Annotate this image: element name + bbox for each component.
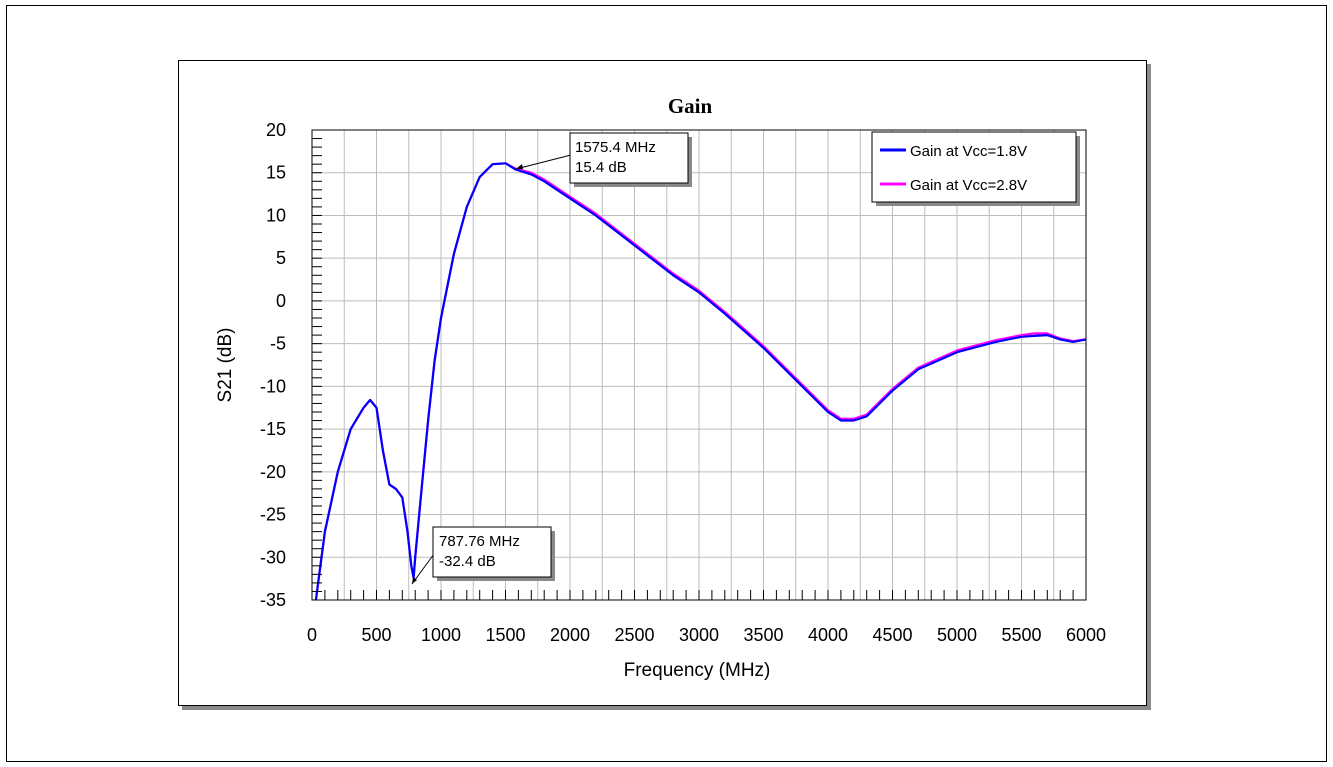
legend-label-1.8v: Gain at Vcc=1.8V xyxy=(910,143,1027,160)
annotation-notch-line2: -32.4 dB xyxy=(439,553,496,570)
y-tick-label: -15 xyxy=(260,419,286,439)
x-tick-label: 2500 xyxy=(614,625,654,645)
y-tick-label: -30 xyxy=(260,547,286,567)
y-tick-label: 20 xyxy=(266,120,286,140)
x-tick-label: 2000 xyxy=(550,625,590,645)
legend: Gain at Vcc=1.8V Gain at Vcc=2.8V xyxy=(871,131,1080,206)
annotation-box-peak xyxy=(569,132,689,184)
legend-label-2.8v: Gain at Vcc=2.8V xyxy=(910,177,1027,194)
y-tick-label: 5 xyxy=(276,248,286,268)
y-tick-label: -35 xyxy=(260,590,286,610)
annotation-layer: 1575.4 MHz 15.4 dB 787.76 MHz -32.4 dB xyxy=(411,132,692,585)
x-tick-label: 1500 xyxy=(485,625,525,645)
series-layer xyxy=(314,162,1087,601)
annotation-arrow-peak xyxy=(516,164,523,169)
x-tick-label: 5500 xyxy=(1001,625,1041,645)
x-tick-label: 4500 xyxy=(872,625,912,645)
x-tick-label: 1000 xyxy=(421,625,461,645)
y-tick-label: -20 xyxy=(260,462,286,482)
annotation-peak-line2: 15.4 dB xyxy=(575,159,627,176)
outer-frame xyxy=(6,5,1327,762)
x-tick-label: 500 xyxy=(361,625,391,645)
annotation-arrow-notch xyxy=(412,577,417,584)
x-tick-label: 3500 xyxy=(743,625,783,645)
y-tick-label: 15 xyxy=(266,163,286,183)
x-tick-label: 4000 xyxy=(808,625,848,645)
series-line-1.8v xyxy=(314,162,1087,601)
annotation-notch-line1: 787.76 MHz xyxy=(439,533,520,550)
tick-label-layer: 0 500 1000 1500 2000 2500 3000 3500 4000 4500 5000… xyxy=(260,120,1106,645)
x-tick-label: 6000 xyxy=(1066,625,1106,645)
tick-layer xyxy=(312,138,1074,600)
y-tick-label: -5 xyxy=(270,334,286,354)
y-axis-title: S21 (dB) xyxy=(215,328,236,403)
chart-title: Gain xyxy=(668,94,713,118)
y-tick-label: 0 xyxy=(276,291,286,311)
annotation-leader-peak xyxy=(515,154,572,170)
y-tick-label: -25 xyxy=(260,505,286,525)
x-tick-label: 3000 xyxy=(679,625,719,645)
x-tick-label: 5000 xyxy=(937,625,977,645)
y-tick-label: 10 xyxy=(266,205,286,225)
legend-box xyxy=(871,131,1077,203)
x-tick-label: 0 xyxy=(307,625,317,645)
annotation-peak-line1: 1575.4 MHz xyxy=(575,139,656,156)
y-tick-label: -10 xyxy=(260,376,286,396)
x-axis-title: Frequency (MHz) xyxy=(624,660,771,681)
annotation-box-notch xyxy=(432,526,552,578)
